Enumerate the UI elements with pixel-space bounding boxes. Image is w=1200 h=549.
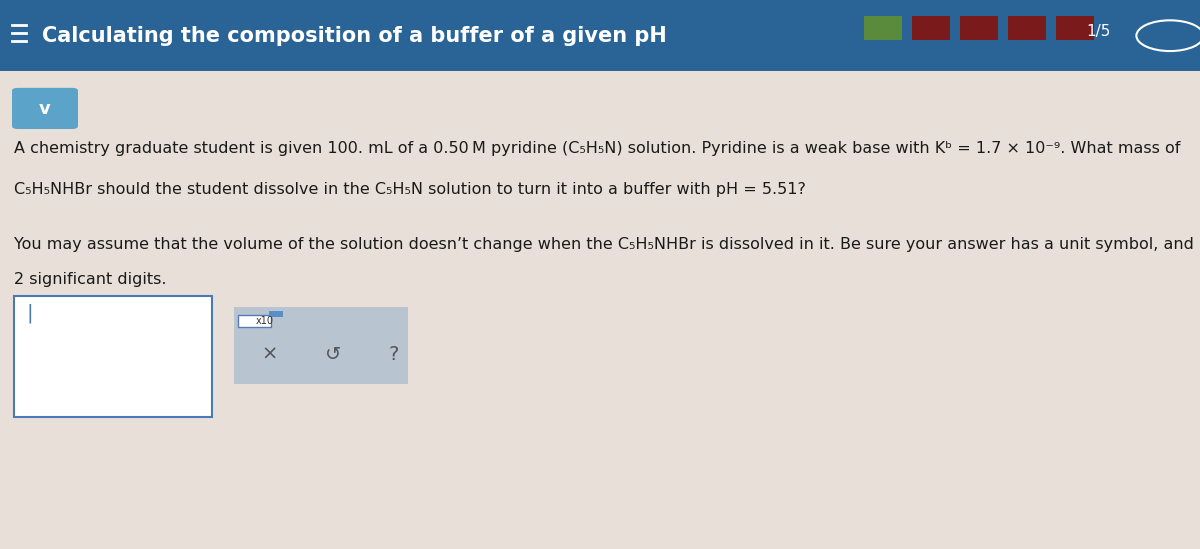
Text: 2 significant digits.: 2 significant digits. [14, 272, 167, 288]
Text: x10: x10 [256, 316, 274, 326]
Text: |: | [26, 303, 34, 323]
Text: Calculating the composition of a buffer of a given pH: Calculating the composition of a buffer … [42, 26, 667, 46]
Text: A chemistry graduate student is given 100. mL of a 0.50 M pyridine (C₅H₅N) solut: A chemistry graduate student is given 10… [14, 141, 1181, 156]
Text: 1/5: 1/5 [1086, 24, 1110, 40]
Text: ↺: ↺ [325, 345, 342, 363]
Text: v: v [40, 100, 50, 117]
Text: C₅H₅NHBr should the student dissolve in the C₅H₅N solution to turn it into a buf: C₅H₅NHBr should the student dissolve in … [14, 182, 806, 197]
Text: You may assume that the volume of the solution doesn’t change when the C₅H₅NHBr : You may assume that the volume of the so… [14, 237, 1200, 252]
Text: ×: × [262, 345, 278, 363]
Text: ?: ? [389, 345, 398, 363]
